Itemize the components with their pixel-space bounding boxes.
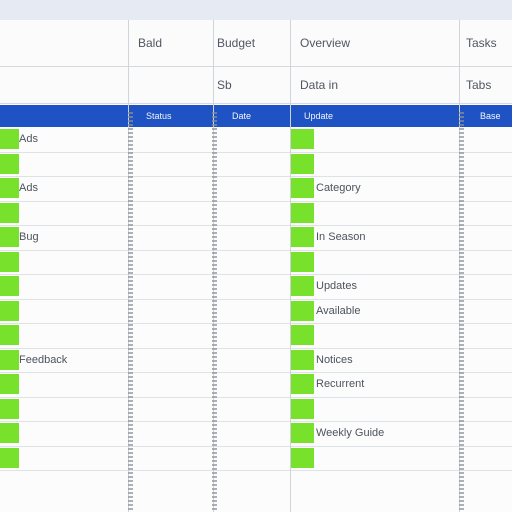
status-indicator (0, 423, 19, 443)
status-indicator (291, 423, 314, 443)
table-row[interactable]: Feedback Notices (0, 348, 512, 373)
status-indicator (291, 276, 314, 296)
row-label (19, 274, 119, 298)
header-cell[interactable]: Data in (300, 78, 339, 92)
header-cell[interactable]: Budget (217, 36, 256, 50)
header-cell[interactable]: Bald (138, 36, 163, 50)
row-label (19, 201, 119, 225)
row-label: Ads (19, 182, 38, 194)
status-indicator (291, 325, 314, 345)
status-indicator (0, 276, 19, 296)
header-row-1: Bald Budget Overview Tasks (0, 20, 512, 67)
row-note: In Season (316, 231, 366, 243)
status-indicator (0, 398, 19, 419)
status-indicator (291, 398, 314, 419)
status-indicator (0, 227, 19, 247)
status-indicator (0, 447, 19, 468)
row-note (316, 397, 456, 421)
table-row[interactable] (0, 250, 512, 275)
band-cell[interactable] (4, 105, 104, 127)
table-row[interactable]: Ads Category (0, 176, 512, 202)
column-resize-handle[interactable] (212, 112, 217, 512)
row-label (19, 446, 119, 470)
row-note (316, 201, 456, 225)
row-label (19, 323, 119, 347)
row-label (19, 397, 119, 421)
row-note (316, 127, 456, 151)
status-indicator (0, 300, 19, 321)
band-cell[interactable]: Status (146, 111, 172, 121)
table-row[interactable]: Available (0, 299, 512, 324)
row-label (19, 372, 119, 396)
header-cell[interactable] (395, 20, 455, 66)
status-indicator (0, 178, 19, 198)
status-indicator (291, 349, 314, 370)
header-cell[interactable]: Overview (300, 36, 351, 50)
row-note (316, 323, 456, 347)
column-header-band: Status Date Update Base (0, 105, 512, 127)
row-note (316, 250, 456, 274)
table-row[interactable] (0, 152, 512, 177)
status-indicator (291, 374, 314, 394)
column-divider (290, 20, 291, 512)
row-label: Bug (19, 231, 39, 243)
row-label (19, 152, 119, 176)
status-indicator (0, 325, 19, 345)
row-note: Notices (316, 353, 353, 366)
table-row[interactable]: Updates (0, 274, 512, 300)
table-row[interactable] (0, 201, 512, 226)
row-label (19, 421, 119, 445)
column-resize-handle[interactable] (459, 112, 464, 512)
table-row[interactable] (0, 446, 512, 471)
window-top-strip (0, 0, 512, 20)
row-label: Ads (19, 133, 38, 145)
header-cell[interactable] (138, 67, 212, 103)
row-note: Available (316, 304, 361, 317)
row-label (19, 250, 119, 274)
status-indicator (0, 129, 19, 149)
column-resize-handle[interactable] (128, 112, 133, 512)
status-indicator (291, 447, 314, 468)
status-indicator (291, 227, 314, 247)
status-indicator (291, 129, 314, 149)
status-indicator (0, 374, 19, 394)
status-indicator (291, 300, 314, 321)
header-row-2: Sb Data in Tabs (0, 67, 512, 104)
row-note: Recurrent (316, 378, 365, 390)
status-indicator (291, 202, 314, 223)
status-indicator (291, 251, 314, 272)
row-note: Category (316, 182, 361, 194)
status-indicator (0, 153, 19, 174)
header-cell[interactable]: Sb (217, 78, 232, 92)
status-indicator (291, 178, 314, 198)
status-indicator (0, 349, 19, 370)
header-cell[interactable] (395, 67, 455, 103)
status-indicator (0, 251, 19, 272)
row-note (316, 446, 456, 470)
table-row[interactable]: Recurrent (0, 372, 512, 398)
table-row[interactable]: Ads (0, 127, 512, 153)
band-cell[interactable]: Date (232, 111, 252, 121)
header-cell[interactable]: Tabs (466, 78, 492, 92)
row-label (19, 299, 119, 323)
table-row[interactable]: Bug In Season (0, 225, 512, 251)
spreadsheet: Bald Budget Overview Tasks Sb Data in Ta… (0, 20, 512, 512)
table-row[interactable] (0, 397, 512, 422)
table-row[interactable] (0, 323, 512, 349)
status-indicator (0, 202, 19, 223)
status-indicator (291, 153, 314, 174)
band-cell[interactable]: Base (480, 111, 501, 121)
table-row[interactable]: Weekly Guide (0, 421, 512, 447)
band-cell[interactable]: Update (304, 111, 334, 121)
row-note: Updates (316, 280, 357, 292)
header-cell[interactable]: Tasks (466, 36, 497, 50)
row-note (316, 152, 456, 176)
row-note: Weekly Guide (316, 427, 385, 439)
row-label: Feedback (19, 353, 68, 366)
